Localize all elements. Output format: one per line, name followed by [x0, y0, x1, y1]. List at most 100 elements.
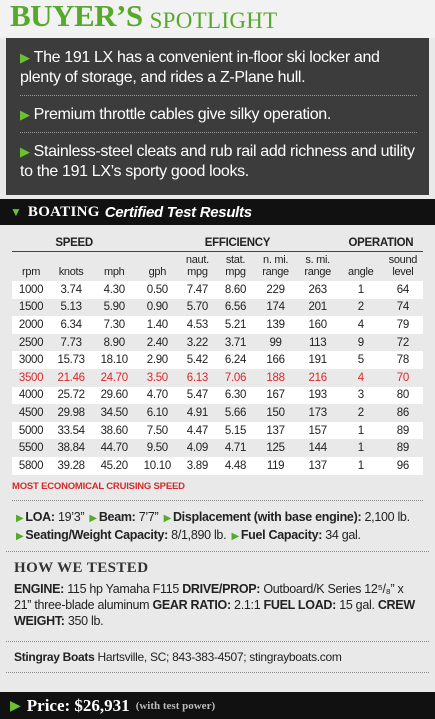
- table-cell: 38.60: [92, 421, 137, 440]
- table-row: 3000 15.73 18.10 2.90 5.42 6.24 166 191 5 78: [12, 351, 423, 369]
- table-cell: 4.48: [216, 456, 255, 475]
- table-cell: 6.30: [216, 386, 255, 405]
- table-cell: 2: [338, 404, 383, 422]
- table-cell: 137: [254, 421, 297, 440]
- spec-label: Displacement (with base engine):: [172, 509, 362, 524]
- table-row: 1500 5.13 5.90 0.90 5.70 6.56 174 201 2 74: [12, 298, 423, 317]
- table-cell: 78: [382, 351, 423, 369]
- price-bar: ▶ Price: $26,931 (with test power): [0, 692, 435, 719]
- triangle-icon: ▶: [20, 107, 30, 122]
- table-cell: 0.50: [136, 281, 179, 299]
- test-results-bar: ▼ BOATING Certified Test Results: [0, 199, 435, 225]
- table-cell: 4.47: [178, 421, 217, 440]
- table-cell: 216: [296, 368, 339, 387]
- column-header: n. mi. range: [262, 254, 289, 278]
- table-cell: 173: [296, 404, 339, 422]
- table-cell: 6.10: [136, 404, 179, 422]
- test-table: SPEED EFFICIENCY OPERATION rpm knots mph gph na…: [12, 235, 423, 475]
- table-cell: 0.90: [136, 298, 179, 317]
- table-cell: 3.22: [178, 333, 217, 352]
- table-cell: 9: [338, 333, 383, 352]
- table-cell: 4500: [12, 404, 51, 422]
- spec-label: Beam:: [98, 509, 136, 524]
- brand: BOATING: [27, 203, 100, 220]
- title-rest: SPOTLIGHT: [149, 8, 278, 33]
- table-cell: 99: [254, 333, 297, 352]
- table-cell: 1: [338, 439, 383, 457]
- table-cell: 7.50: [136, 421, 179, 440]
- table-cell: 25.72: [50, 386, 93, 405]
- table-cell: 3.71: [216, 333, 255, 352]
- table-cell: 7.06: [216, 368, 255, 387]
- item-label: ENGINE:: [14, 581, 64, 596]
- column-header: mph: [103, 266, 125, 278]
- highlights-panel: ▶ The 191 LX has a convenient in-floor sk…: [6, 38, 429, 195]
- contact-name: Stingray Boats: [14, 649, 95, 664]
- column-header: knots: [58, 266, 84, 278]
- table-section: SPEED EFFICIENCY OPERATION rpm knots mph gph na…: [6, 225, 429, 501]
- table-cell: 74: [382, 298, 423, 317]
- table-cell: 1: [338, 281, 383, 299]
- item-value: 15 gal.: [339, 597, 375, 612]
- table-cell: 64: [382, 281, 423, 299]
- table-row: 5500 38.84 44.70 9.50 4.09 4.71 125 144 1 89: [12, 439, 423, 457]
- item-label: FUEL LOAD:: [263, 597, 337, 612]
- table-cell: 1000: [12, 281, 51, 299]
- table-cell: 44.70: [92, 439, 137, 457]
- table-cell: 9.50: [136, 439, 179, 457]
- price-label: Price: $26,931: [26, 695, 130, 715]
- table-cell: 5.90: [92, 298, 137, 317]
- header: BUYER’S SPOTLIGHT: [0, 0, 435, 38]
- table-row: 1000 3.74 4.30 0.50 7.47 8.60 229 263 1 64: [12, 281, 423, 299]
- table-cell: 4: [338, 316, 383, 334]
- table-cell: 29.98: [50, 404, 93, 422]
- table-cell: 188: [254, 368, 297, 387]
- table-cell: 5.70: [178, 298, 217, 317]
- item-label: DRIVE/PROP:: [182, 581, 261, 596]
- item-value: 350 lb.: [67, 613, 104, 628]
- contact-details: Hartsville, SC; 843-383-4507; stingraybo…: [97, 649, 342, 664]
- table-cell: 3.50: [136, 368, 179, 387]
- table-cell: 4000: [12, 386, 51, 405]
- table-cell: 3000: [12, 351, 51, 369]
- spec-label: Seating/Weight Capacity:: [25, 527, 168, 542]
- table-cell: 89: [382, 439, 423, 457]
- table-cell: 4.53: [178, 316, 217, 334]
- table-cell: 229: [254, 281, 297, 299]
- triangle-icon: ▶: [163, 512, 172, 524]
- table-cell: 6.24: [216, 351, 255, 369]
- table-cell: 39.28: [50, 456, 93, 475]
- table-row: 2500 7.73 8.90 2.40 3.22 3.71 99 113 9 72: [12, 333, 423, 352]
- table-cell: 21.46: [50, 368, 93, 387]
- triangle-icon: ▼: [10, 205, 22, 219]
- column-header: rpm: [22, 266, 41, 278]
- table-cell: 86: [382, 404, 423, 422]
- table-cell: 150: [254, 404, 297, 422]
- group-header: OPERATION: [338, 235, 423, 252]
- table-cell: 4.30: [92, 281, 137, 299]
- spec-value: 2,100 lb.: [364, 509, 411, 524]
- spec-label: Fuel Capacity:: [240, 527, 323, 542]
- bullet: ▶ Stainless-steel cleats and rub rail add…: [20, 140, 417, 189]
- item-label: GEAR RATIO:: [152, 597, 231, 612]
- how-we-tested: HOW WE TESTED ENGINE: 115 hp Yamaha F115…: [6, 550, 429, 635]
- table-cell: 5000: [12, 421, 51, 440]
- table-cell: 3.74: [50, 281, 93, 299]
- table-cell: 166: [254, 351, 297, 369]
- table-cell: 10.10: [136, 456, 179, 475]
- triangle-icon: ▶: [20, 144, 30, 159]
- item-value: Outboard/K Series 12⁵/₈” x 21” three-bla…: [14, 581, 404, 612]
- table-cell: 7.30: [92, 316, 137, 334]
- table-cell: 2.40: [136, 333, 179, 352]
- bullet-text: Premium throttle cables give silky opera…: [33, 106, 332, 123]
- table-cell: 45.20: [92, 456, 137, 475]
- table-cell: 7.47: [178, 281, 217, 299]
- table-cell: 5: [338, 351, 383, 369]
- triangle-icon: ▶: [16, 530, 24, 542]
- how-items: ENGINE: 115 hp Yamaha F115 DRIVE/PROP: O…: [14, 581, 421, 629]
- table-row: 5000 33.54 38.60 7.50 4.47 5.15 137 157 1 89: [12, 421, 423, 440]
- table-cell: 3.89: [178, 456, 217, 475]
- table-row: 4500 29.98 34.50 6.10 4.91 5.66 150 173 2 86: [12, 404, 423, 422]
- table-note: MOST ECONOMICAL CRUISING SPEED: [12, 480, 185, 492]
